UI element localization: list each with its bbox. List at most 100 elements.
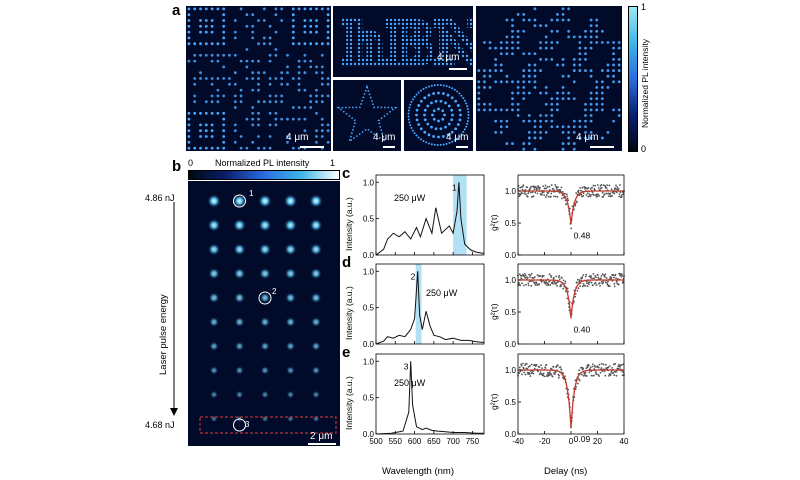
qr-dot <box>315 30 318 34</box>
ring-dot <box>423 118 427 122</box>
emitter-spot <box>309 243 323 256</box>
tiger-dot <box>567 97 571 101</box>
qr-dot <box>245 65 249 69</box>
ring-dot <box>453 139 456 142</box>
qr-dot <box>303 53 307 57</box>
g2-point <box>619 365 621 368</box>
qr-dot <box>199 24 202 28</box>
power-label: 250 μW <box>426 288 458 298</box>
g2-point <box>593 277 596 280</box>
x-tick-label: 600 <box>408 437 422 446</box>
g2-point <box>519 194 522 196</box>
tiger-dot <box>595 24 599 28</box>
qr-dot <box>216 77 220 80</box>
g2-point <box>520 277 523 280</box>
plot-frame <box>517 263 625 345</box>
g2-point <box>558 274 561 277</box>
tiger-dot <box>494 130 498 134</box>
ring-dot <box>432 92 436 95</box>
spectrum-line <box>375 182 485 256</box>
qr-dot <box>193 77 197 80</box>
g2-point <box>561 190 564 193</box>
tiger-dot <box>516 80 520 84</box>
tiger-dot <box>612 41 615 44</box>
g2-point <box>539 372 542 375</box>
scale-bar <box>383 146 395 148</box>
qr-dot <box>251 59 255 63</box>
tiger-dot <box>539 41 542 44</box>
tiger-dot <box>505 80 509 84</box>
y-tick-label: 1.0 <box>505 187 517 196</box>
tiger-dot <box>533 7 537 11</box>
g2-point <box>603 193 606 196</box>
ring-dot <box>454 127 458 131</box>
qr-dot <box>297 65 301 69</box>
g2-point <box>606 282 609 285</box>
ring-dot <box>407 118 410 121</box>
g2-point <box>560 368 563 371</box>
ring-dot <box>441 92 445 95</box>
tiger-dot <box>511 29 514 33</box>
ring-dot <box>417 91 420 94</box>
qr-dot <box>309 30 313 34</box>
y-tick-label: 0.0 <box>505 251 517 260</box>
tiger-dot <box>499 130 503 134</box>
g2-point <box>604 281 607 284</box>
ring-dot <box>441 135 445 138</box>
g2-zero-value: 0.09 <box>574 434 591 444</box>
qr-dot <box>222 94 226 98</box>
tiger-dot <box>511 108 514 112</box>
qr-dot <box>262 146 266 150</box>
qr-dot <box>280 77 284 80</box>
tiger-dot <box>612 69 615 72</box>
emitter-spot <box>207 218 221 232</box>
g2-point <box>607 192 610 195</box>
qr-dot <box>320 123 324 127</box>
colorbar-vertical <box>628 6 638 152</box>
qr-dot <box>280 117 284 121</box>
qr-dot <box>199 53 202 57</box>
g2-point <box>529 274 532 277</box>
g2-point <box>555 187 558 189</box>
ring-dot <box>419 138 422 141</box>
emitter-spot <box>209 341 219 352</box>
qr-dot <box>199 135 202 138</box>
ring-dot <box>450 108 454 112</box>
qr-dot <box>210 53 214 57</box>
x-tick-label: 550 <box>389 437 403 446</box>
g2-point <box>562 279 565 282</box>
tiger-dot <box>578 125 582 129</box>
qr-dot <box>233 71 237 75</box>
qr-dot <box>199 71 202 75</box>
tiger-dot <box>595 80 599 84</box>
emitter-spot <box>233 243 246 256</box>
spectrum-line <box>375 361 484 435</box>
g2-point <box>523 192 526 195</box>
emitter-spot <box>260 365 270 375</box>
qr-dot <box>251 24 255 28</box>
g2-point <box>592 272 595 275</box>
g2-point <box>589 195 592 198</box>
tiger-dot <box>527 114 531 117</box>
g2-point <box>595 276 597 279</box>
tiger-dot <box>606 74 610 78</box>
tiger-dot <box>511 97 514 101</box>
qr-dot <box>303 71 307 75</box>
g2-point <box>603 370 606 373</box>
g2-point <box>518 273 521 276</box>
ring-dot <box>445 142 448 145</box>
ring-dot <box>443 113 446 117</box>
tiger-dot <box>589 46 593 50</box>
qr-dot <box>326 24 330 28</box>
tiger-dot <box>572 35 576 39</box>
tiger-dot <box>505 142 509 145</box>
g2-point <box>542 374 545 377</box>
emitter-spot <box>209 365 219 375</box>
g2-point <box>582 283 585 285</box>
tiger-dot <box>527 52 531 56</box>
tiger-dot <box>544 41 548 44</box>
g2-point <box>588 364 590 367</box>
g2-point <box>561 197 563 200</box>
colorbar-horizontal <box>188 170 340 180</box>
hbn-letters-svg: hBN <box>340 7 473 77</box>
